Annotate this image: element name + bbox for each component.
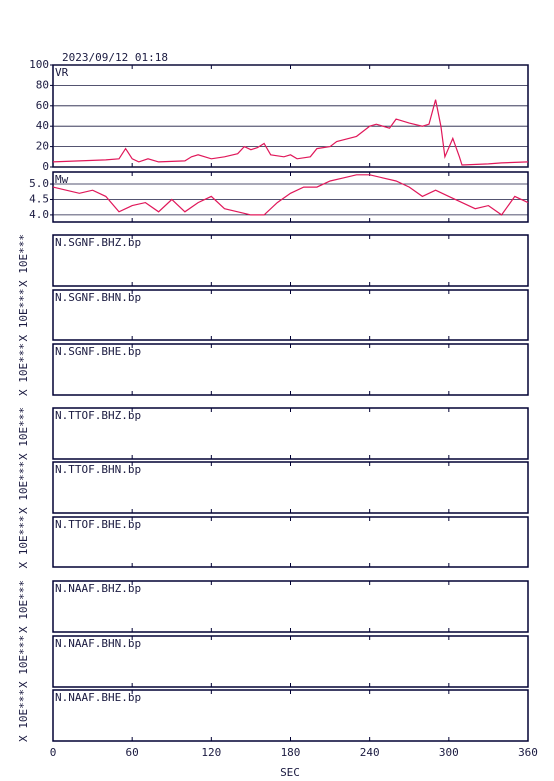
trace-ylabel: X 10E*** — [17, 580, 30, 633]
y-tick-label: 100 — [29, 58, 49, 71]
panel-label: Mw — [55, 173, 69, 186]
trace-label: N.TTOF.BHZ.bp — [55, 409, 141, 422]
trace-ylabel: X 10E*** — [17, 407, 30, 460]
trace-label: N.NAAF.BHZ.bp — [55, 582, 141, 595]
timestamp: 2023/09/12 01:18 — [62, 51, 168, 64]
trace-ylabel: X 10E*** — [17, 516, 30, 569]
panel-frame — [52, 171, 529, 223]
x-tick-label: 240 — [360, 746, 380, 759]
panel-label: VR — [55, 66, 69, 79]
trace-label: N.TTOF.BHN.bp — [55, 463, 141, 476]
trace-label: N.SGNF.BHN.bp — [55, 291, 141, 304]
y-tick-label: 4.0 — [29, 208, 49, 221]
y-tick-label: 5.0 — [29, 177, 49, 190]
trace-ylabel: X 10E*** — [17, 289, 30, 342]
x-tick-label: 0 — [50, 746, 57, 759]
data-line — [52, 174, 529, 216]
x-tick-label: 120 — [201, 746, 221, 759]
y-tick-label: 20 — [36, 140, 49, 153]
trace-ylabel: X 10E*** — [17, 234, 30, 287]
trace-label: N.NAAF.BHE.bp — [55, 691, 141, 704]
x-tick-label: 300 — [439, 746, 459, 759]
trace-label: N.NAAF.BHN.bp — [55, 637, 141, 650]
x-tick-label: 180 — [281, 746, 301, 759]
y-tick-label: 0 — [42, 160, 49, 173]
y-tick-label: 80 — [36, 78, 49, 91]
x-tick-label: 360 — [518, 746, 538, 759]
x-tick-label: 60 — [126, 746, 139, 759]
y-tick-label: 60 — [36, 99, 49, 112]
data-line — [52, 99, 529, 166]
x-axis-label: SEC — [280, 766, 300, 779]
trace-ylabel: X 10E*** — [17, 343, 30, 396]
trace-ylabel: X 10E*** — [17, 461, 30, 514]
y-tick-label: 40 — [36, 119, 49, 132]
trace-ylabel: X 10E*** — [17, 689, 30, 742]
trace-label: N.SGNF.BHE.bp — [55, 345, 141, 358]
y-tick-label: 4.5 — [29, 192, 49, 205]
trace-label: N.TTOF.BHE.bp — [55, 518, 141, 531]
trace-ylabel: X 10E*** — [17, 635, 30, 688]
trace-label: N.SGNF.BHZ.bp — [55, 236, 141, 249]
